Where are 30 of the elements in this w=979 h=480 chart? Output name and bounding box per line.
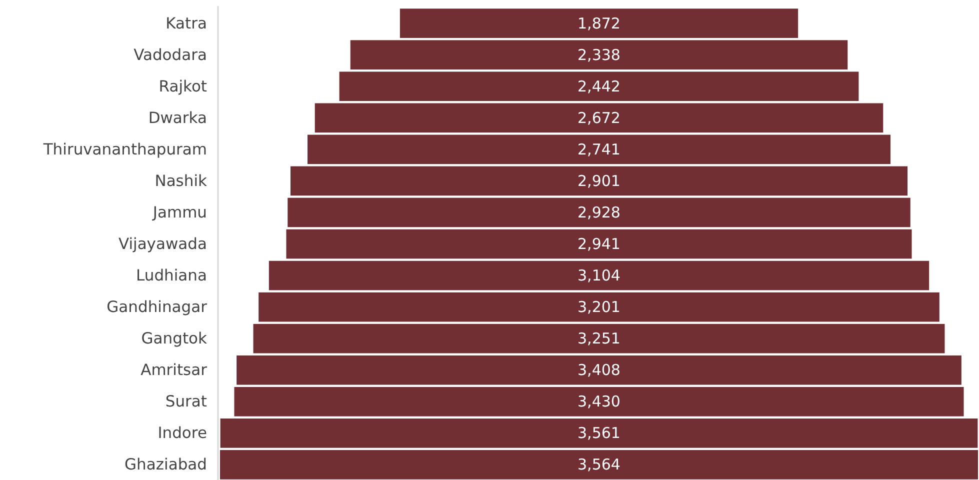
category-label: Rajkot: [158, 77, 207, 96]
category-label: Surat: [165, 392, 207, 411]
category-label: Ludhiana: [136, 266, 207, 285]
category-label: Katra: [166, 14, 207, 32]
data-label: 2,338: [578, 46, 620, 64]
category-label: Dwarka: [148, 108, 207, 127]
category-label: Gangtok: [141, 330, 208, 348]
category-label: Vijayawada: [118, 235, 207, 253]
data-label: 3,561: [578, 424, 620, 442]
data-label: 3,104: [578, 266, 620, 285]
data-label: 3,430: [578, 392, 620, 411]
category-label: Jammu: [152, 203, 207, 222]
category-label: Vadodara: [134, 46, 207, 64]
data-label: 2,941: [578, 235, 620, 253]
category-label: Ghaziabad: [124, 456, 207, 474]
data-label: 3,201: [578, 298, 620, 316]
category-label: Indore: [158, 424, 207, 442]
data-label: 2,928: [578, 203, 620, 222]
data-label: 1,872: [578, 14, 620, 32]
category-label: Nashik: [154, 172, 208, 190]
data-label: 2,741: [578, 140, 620, 158]
category-label: Amritsar: [140, 361, 208, 380]
data-label: 3,251: [578, 330, 620, 348]
data-label: 3,408: [578, 361, 620, 380]
data-label: 2,672: [578, 108, 620, 127]
category-label: Gandhinagar: [106, 298, 208, 316]
category-label: Thiruvananthapuram: [42, 140, 207, 158]
data-label: 2,442: [578, 77, 620, 96]
data-label: 2,901: [578, 172, 620, 190]
data-label: 3,564: [578, 456, 620, 474]
